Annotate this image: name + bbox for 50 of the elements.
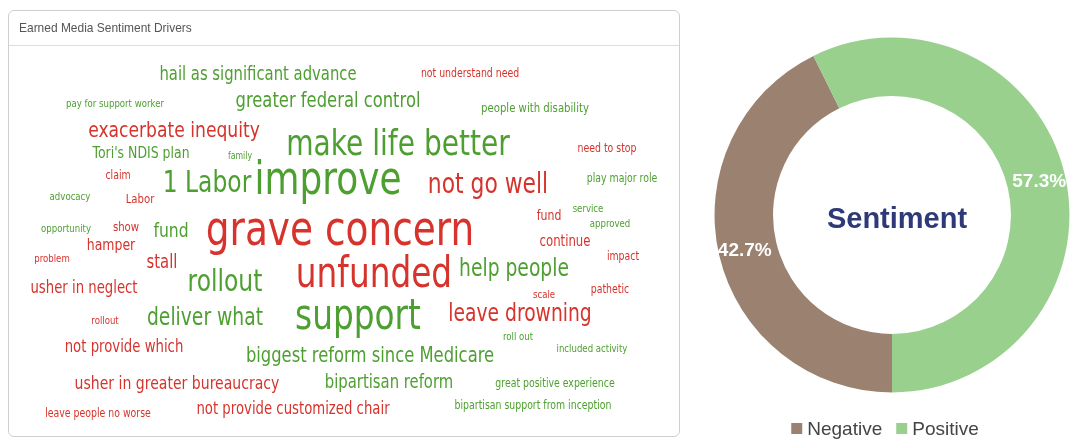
text: exacerbate inequity — [88, 117, 260, 142]
text: play major role — [586, 171, 658, 185]
text: 1 Labor — [162, 164, 252, 199]
text: Earned Media Sentiment Drivers — [19, 20, 192, 35]
text: fund — [536, 207, 562, 223]
text: pay for support worker — [66, 96, 164, 110]
text: pathetic — [590, 282, 630, 296]
text: scale — [532, 287, 556, 301]
text: fund — [153, 218, 189, 242]
text: impact — [606, 249, 640, 263]
text: deliver what — [146, 303, 264, 331]
text: help people — [459, 254, 569, 282]
text: not go well — [427, 167, 549, 200]
legend-label: Positive — [912, 418, 979, 439]
legend-label: Negative — [807, 418, 883, 439]
text: not understand need — [420, 66, 520, 80]
text: hamper — [86, 235, 136, 254]
text: great positive experience — [495, 376, 615, 390]
text: family — [227, 150, 253, 161]
text: advocacy — [49, 189, 91, 203]
text: Labor — [125, 190, 155, 206]
text: not provide customized chair — [196, 397, 390, 418]
text: people with disability — [481, 99, 589, 115]
text: rollout — [91, 313, 119, 327]
text: approved — [589, 216, 631, 230]
text: show — [112, 218, 140, 234]
text: biggest reform since Medicare — [245, 342, 495, 367]
text: bipartisan reform — [324, 369, 454, 392]
data-label: 42.7% — [717, 238, 772, 260]
text: usher in neglect — [30, 276, 138, 297]
text: Tori's NDIS plan — [92, 143, 190, 162]
text: opportunity — [41, 221, 91, 235]
text: greater federal control — [235, 87, 421, 112]
text: need to stop — [577, 141, 637, 155]
data-label: 57.3% — [1012, 170, 1067, 192]
text: not provide which — [64, 335, 184, 356]
text: Sentiment — [826, 201, 968, 234]
text: leave people no worse — [45, 406, 151, 420]
text: continue — [539, 231, 591, 250]
text: bipartisan support from inception — [454, 398, 612, 412]
text: usher in greater bureaucracy — [74, 372, 280, 393]
text: roll out — [502, 329, 534, 343]
text: included activity — [556, 341, 628, 355]
text: claim — [105, 168, 131, 182]
text: stall — [146, 249, 178, 272]
text: service — [572, 201, 604, 215]
text: rollout — [187, 263, 263, 298]
text: problem — [34, 251, 70, 265]
text: leave drowning — [448, 299, 592, 327]
text: hail as significant advance — [159, 61, 357, 84]
